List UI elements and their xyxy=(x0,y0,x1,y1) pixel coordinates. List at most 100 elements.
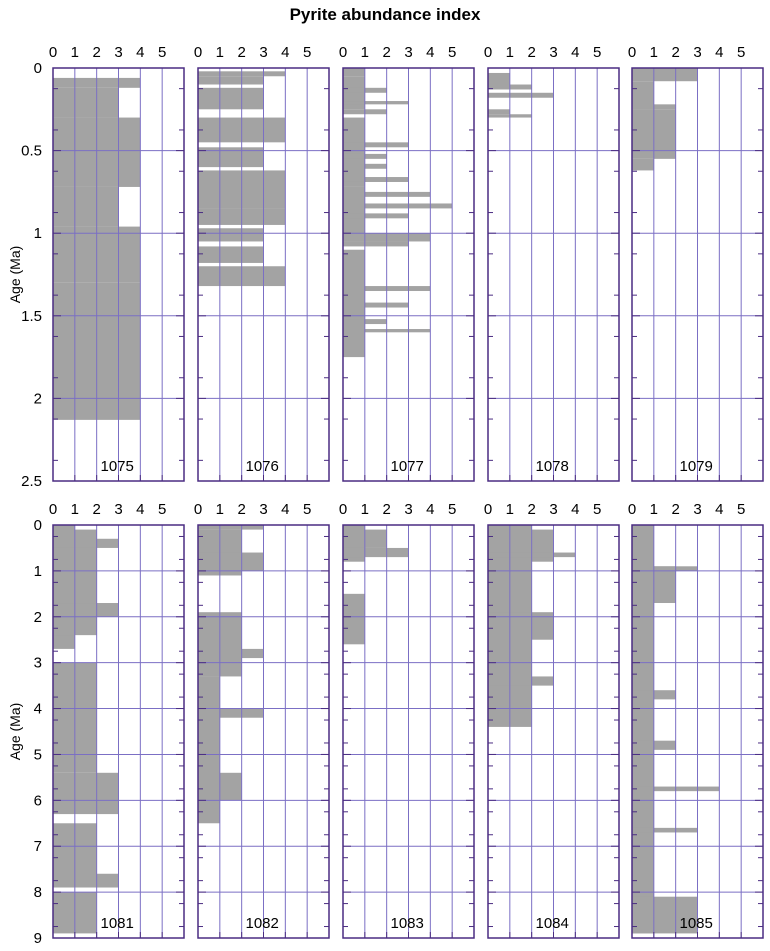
site-label: 1084 xyxy=(536,915,569,932)
pyrite-bar xyxy=(198,525,264,530)
x-tick-label: 5 xyxy=(737,44,745,61)
pyrite-bar xyxy=(632,81,654,110)
pyrite-bar xyxy=(343,117,365,187)
y-tick-label: 0 xyxy=(34,60,42,77)
x-tick-label: 3 xyxy=(404,44,412,61)
x-tick-label: 4 xyxy=(715,44,723,61)
panel-frame xyxy=(631,524,764,939)
x-tick-label: 4 xyxy=(426,501,434,518)
y-tick-label: 0 xyxy=(34,517,42,534)
x-tick-label: 0 xyxy=(628,501,636,518)
x-tick-label: 4 xyxy=(715,501,723,518)
x-tick-label: 4 xyxy=(136,44,144,61)
pyrite-bar xyxy=(198,708,264,718)
x-tick-label: 1 xyxy=(361,44,369,61)
panel-frame xyxy=(487,524,620,939)
x-tick-label: 4 xyxy=(281,501,289,518)
x-tick-label: 0 xyxy=(49,501,57,518)
x-tick-label: 1 xyxy=(216,44,224,61)
x-tick-label: 5 xyxy=(448,44,456,61)
site-label: 1077 xyxy=(391,458,424,475)
x-tick-label: 5 xyxy=(303,44,311,61)
pyrite-bar xyxy=(53,87,119,118)
pyrite-bar xyxy=(53,603,119,617)
panel-frame xyxy=(631,67,764,482)
pyrite-bar xyxy=(343,68,365,77)
x-tick-label: 2 xyxy=(382,44,390,61)
x-tick-label: 4 xyxy=(426,44,434,61)
x-tick-label: 2 xyxy=(671,501,679,518)
y-tick-label: 3 xyxy=(34,655,42,672)
x-tick-label: 0 xyxy=(339,501,347,518)
x-tick-label: 3 xyxy=(259,44,267,61)
y-tick-label: 7 xyxy=(34,838,42,855)
x-tick-label: 5 xyxy=(158,501,166,518)
site-label: 1076 xyxy=(246,458,279,475)
x-tick-label: 0 xyxy=(194,501,202,518)
pyrite-bar xyxy=(632,827,698,833)
pyrite-bar xyxy=(198,76,264,85)
y-axis-label: Age (Ma) xyxy=(7,246,23,304)
panel-frame xyxy=(52,524,185,939)
site-label: 1081 xyxy=(101,915,134,932)
panel-frame xyxy=(487,67,620,482)
x-tick-label: 0 xyxy=(484,44,492,61)
site-label: 1085 xyxy=(680,915,713,932)
x-tick-label: 0 xyxy=(49,44,57,61)
x-tick-label: 4 xyxy=(571,44,579,61)
panel-frame xyxy=(197,524,330,939)
y-tick-label: 2 xyxy=(34,390,42,407)
pyrite-bar xyxy=(632,68,698,82)
pyrite-bar xyxy=(343,142,409,148)
pyrite-bar xyxy=(53,186,119,227)
panel-frame xyxy=(52,67,185,482)
panel-frame xyxy=(342,524,475,939)
pyrite-bar xyxy=(632,566,698,571)
x-tick-label: 5 xyxy=(593,501,601,518)
y-tick-label: 5 xyxy=(34,746,42,763)
x-tick-label: 1 xyxy=(650,44,658,61)
pyrite-bar xyxy=(343,101,409,105)
x-tick-label: 5 xyxy=(303,501,311,518)
pyrite-bar xyxy=(343,241,409,247)
x-tick-label: 2 xyxy=(527,501,535,518)
pyrite-bar xyxy=(198,648,264,659)
x-tick-label: 1 xyxy=(216,501,224,518)
x-tick-label: 1 xyxy=(71,501,79,518)
x-tick-label: 2 xyxy=(92,501,100,518)
y-tick-label: 1 xyxy=(34,225,42,242)
y-tick-label: 1 xyxy=(34,563,42,580)
pyrite-bar xyxy=(343,547,409,558)
pyrite-bar xyxy=(632,158,654,171)
pyrite-bar xyxy=(488,92,554,98)
pyrite-bar xyxy=(488,72,510,88)
x-tick-label: 1 xyxy=(506,501,514,518)
x-tick-label: 0 xyxy=(484,501,492,518)
x-tick-label: 0 xyxy=(339,44,347,61)
x-tick-label: 5 xyxy=(737,501,745,518)
x-tick-label: 1 xyxy=(361,501,369,518)
pyrite-bar xyxy=(53,538,119,548)
pyrite-bar xyxy=(343,593,365,645)
site-label: 1075 xyxy=(101,458,134,475)
y-tick-label: 4 xyxy=(34,701,42,718)
x-tick-label: 2 xyxy=(671,44,679,61)
x-tick-label: 3 xyxy=(549,501,557,518)
x-tick-label: 3 xyxy=(693,501,701,518)
pyrite-bar xyxy=(198,552,264,571)
x-tick-label: 3 xyxy=(404,501,412,518)
y-tick-label: 8 xyxy=(34,884,42,901)
pyrite-bar xyxy=(343,177,409,182)
chart-title: Pyrite abundance index xyxy=(289,5,481,24)
y-tick-label: 0.5 xyxy=(21,143,42,160)
site-label: 1079 xyxy=(680,458,713,475)
x-tick-label: 3 xyxy=(693,44,701,61)
x-tick-label: 2 xyxy=(382,501,390,518)
x-tick-label: 3 xyxy=(549,44,557,61)
y-tick-label: 9 xyxy=(34,930,42,947)
x-tick-label: 3 xyxy=(114,501,122,518)
x-tick-label: 2 xyxy=(527,44,535,61)
pyrite-bar xyxy=(632,896,698,934)
panel-frame xyxy=(342,67,475,482)
